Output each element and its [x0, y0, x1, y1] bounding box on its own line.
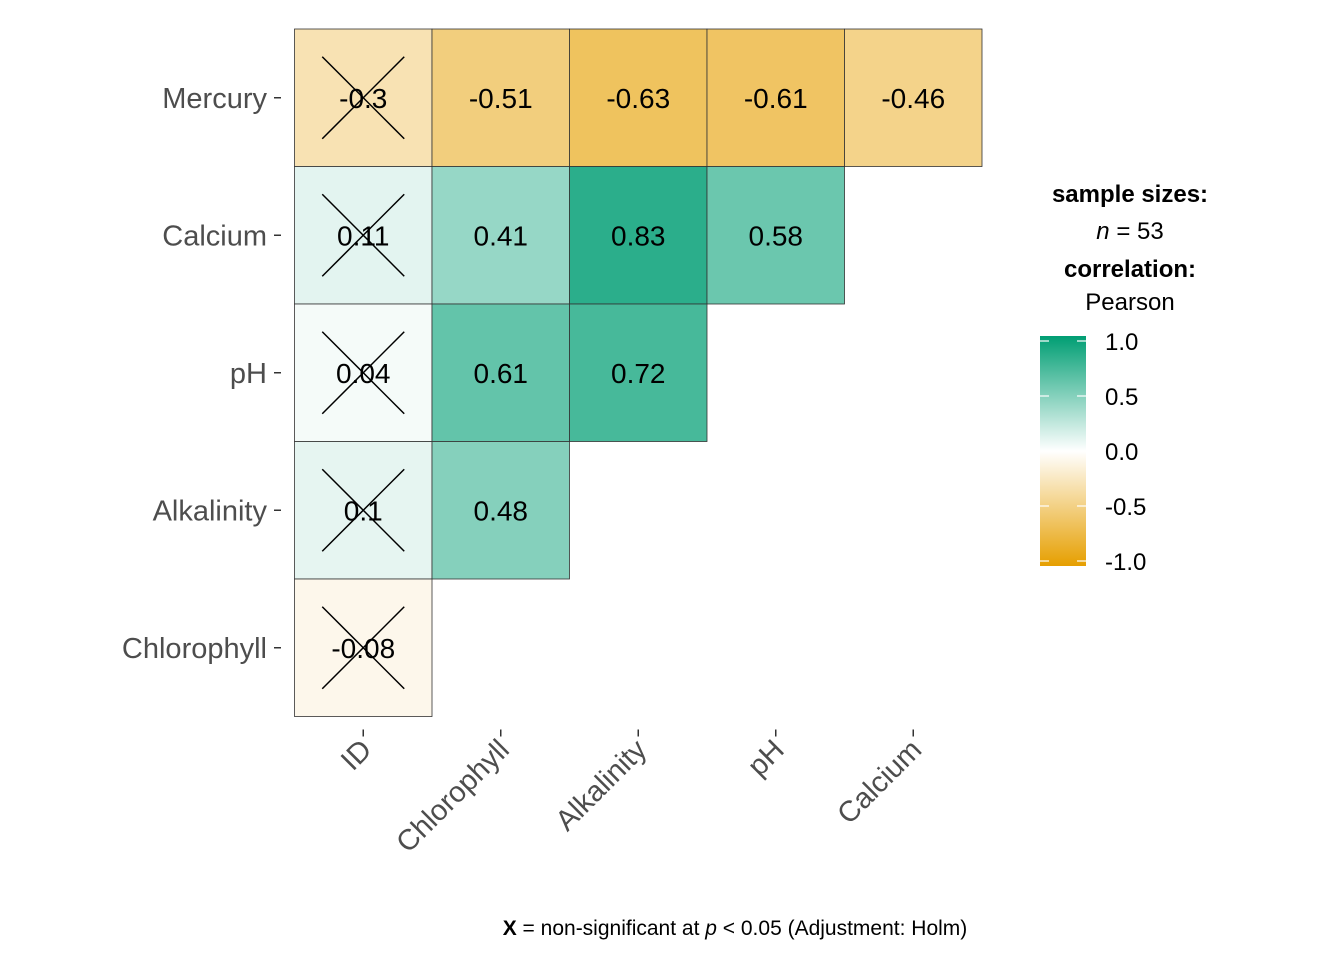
nonsig-cross-line — [321, 468, 405, 552]
heatmap-cells: -0.3 -0.51 -0.63 -0.61 -0.46 0.11 0.41 0.83 0.58… — [294, 28, 983, 717]
cell-ph-alkalinity — [569, 303, 708, 442]
legend-tick-label: -1.0 — [1105, 549, 1146, 576]
x-axis: ID Chlorophyll Alkalinity pH Calcium — [335, 729, 929, 859]
legend-title-correlation: correlation: — [1064, 256, 1196, 283]
legend-tick-label: -0.5 — [1105, 494, 1146, 521]
cell-label: 0.41 — [474, 220, 529, 251]
cell-label: 0.83 — [611, 220, 666, 251]
legend-tick-label: 1.0 — [1105, 329, 1138, 356]
y-axis: Mercury Calcium pH Alkalinity Chlorophyll — [122, 83, 281, 665]
cell-label: 0.58 — [749, 220, 804, 251]
cell-label: -0.08 — [331, 633, 395, 664]
cell-label: 0.72 — [611, 358, 666, 389]
cell-mercury-ph — [706, 28, 845, 167]
cell-calcium-ph — [706, 166, 845, 305]
cell-label: -0.63 — [606, 83, 670, 114]
nonsig-cross-line — [321, 331, 405, 415]
cell-mercury-alkalinity — [569, 28, 708, 167]
cell-ph-chlorophyll — [431, 303, 570, 442]
cell-label: -0.51 — [469, 83, 533, 114]
caption: X = non-significant at p < 0.05 (Adjustm… — [503, 917, 968, 940]
cell-label: -0.46 — [881, 83, 945, 114]
legend-tick-label: 0.5 — [1105, 384, 1138, 411]
cell-calcium-chlorophyll — [431, 166, 570, 305]
x-tick-label: Calcium — [832, 734, 929, 831]
y-tick-label: Calcium — [162, 220, 267, 252]
y-tick-label: pH — [230, 358, 267, 390]
cell-label: 0.04 — [336, 358, 391, 389]
cell-mercury-chlorophyll — [431, 28, 570, 167]
cell-label: 0.11 — [337, 220, 389, 251]
y-tick-label: Alkalinity — [153, 495, 268, 527]
cell-alkalinity-chlorophyll — [431, 441, 570, 580]
legend-ticks: 1.0 0.5 0.0 -0.5 -1.0 — [1040, 329, 1146, 576]
x-tick-label: ID — [335, 734, 378, 777]
legend-title-sample-sizes: sample sizes: — [1052, 181, 1208, 208]
cell-label: 0.61 — [474, 358, 529, 389]
y-tick-label: Mercury — [162, 83, 267, 115]
nonsig-cross-line — [321, 606, 405, 690]
cell-label: 0.48 — [474, 495, 529, 526]
x-tick-label: pH — [742, 734, 791, 783]
y-tick-label: Chlorophyll — [122, 633, 267, 665]
legend-tick-label: 0.0 — [1105, 439, 1138, 466]
nonsig-cross-line — [321, 56, 405, 140]
x-tick-label: Chlorophyll — [390, 734, 515, 859]
cell-label: -0.3 — [339, 83, 387, 114]
cell-label: -0.61 — [744, 83, 808, 114]
x-tick-label: Alkalinity — [550, 733, 654, 837]
legend-method: Pearson — [1085, 289, 1174, 316]
cell-mercury-calcium — [844, 28, 983, 167]
cell-label: 0.1 — [344, 495, 383, 526]
nonsig-cross-line — [321, 193, 405, 277]
legend-sample-size: n = 53 — [1096, 218, 1163, 245]
legend: sample sizes: n = 53 correlation: Pearso… — [1040, 181, 1208, 576]
